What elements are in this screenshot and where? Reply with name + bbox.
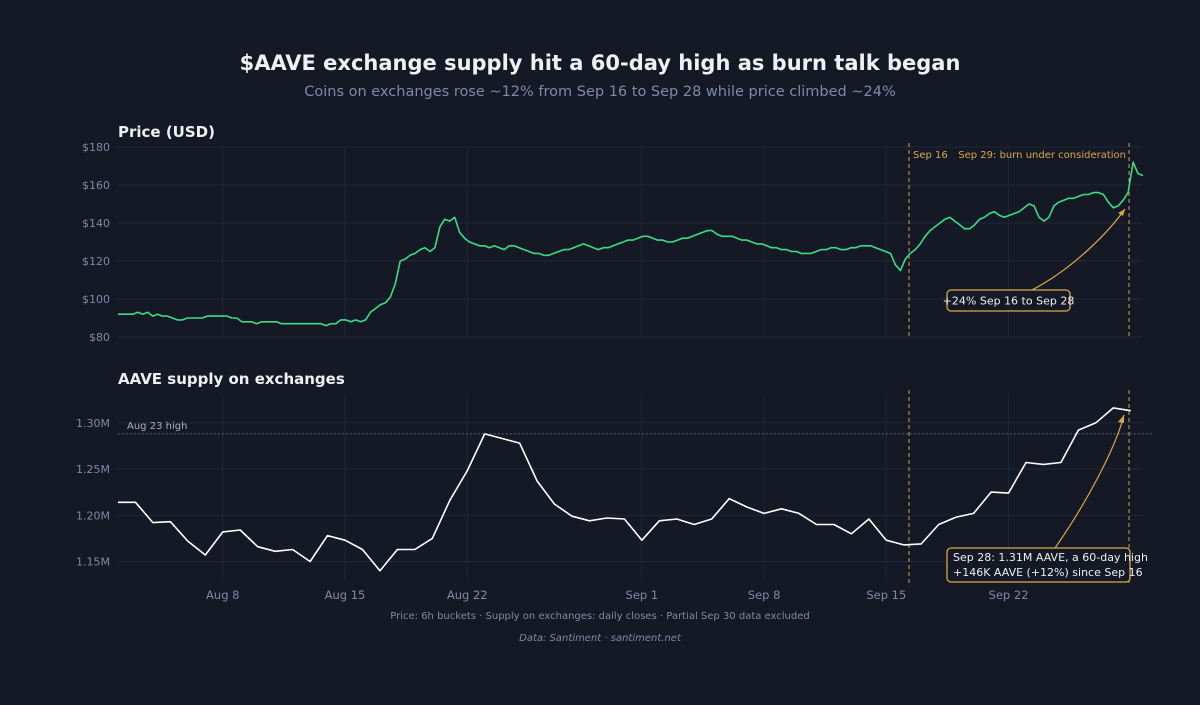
- chart-title: $AAVE exchange supply hit a 60-day high …: [240, 51, 961, 75]
- price-y-tick: $180: [82, 141, 110, 154]
- supply-annotation-box: [946, 547, 1131, 583]
- event-label-burn: Sep 29: burn under consideration: [958, 150, 1126, 161]
- price-y-tick: $160: [82, 179, 110, 192]
- price-y-tick: $140: [82, 217, 110, 230]
- supply-series: [118, 407, 1131, 572]
- price-y-tick: $100: [82, 293, 110, 306]
- price-annotation-arrowhead: [1118, 209, 1125, 216]
- supply-annotation-arrowhead: [1118, 415, 1124, 423]
- supply-panel-title: AAVE supply on exchanges: [118, 370, 345, 388]
- x-tick: Aug 8: [206, 588, 239, 602]
- price-panel: Price (USD) $80 $100 $120 $140 $160 $180 Sep …: [82, 123, 1144, 344]
- x-tick: Sep 22: [989, 588, 1029, 602]
- supply-reference-line: Aug 23 high: [118, 421, 1152, 435]
- price-annotation: +24% Sep 16 to Sep 28: [943, 208, 1126, 312]
- price-event-markers: Sep 16 Sep 29: burn under consideration: [908, 143, 1130, 337]
- supply-line: [118, 407, 1131, 572]
- price-y-tick: $120: [82, 255, 110, 268]
- supply-y-tick: 1.25M: [76, 463, 110, 476]
- footer-source: Data: Santiment · santiment.net: [519, 633, 682, 644]
- price-series: [118, 161, 1144, 327]
- supply-y-tick: 1.20M: [76, 509, 110, 522]
- supply-annotation-line2: +146K AAVE (+12%) since Sep 16: [953, 566, 1143, 579]
- price-annotation-label: +24% Sep 16 to Sep 28: [943, 295, 1075, 308]
- price-annotation-arrow: [1029, 208, 1126, 292]
- event-label-sep16: Sep 16: [913, 150, 948, 161]
- price-line: [118, 161, 1144, 327]
- x-tick: Sep 8: [748, 588, 781, 602]
- footer-note: Price: 6h buckets · Supply on exchanges:…: [390, 611, 809, 622]
- chart-subtitle: Coins on exchanges rose ~12% from Sep 16…: [304, 84, 895, 100]
- supply-annotation: Sep 28: 1.31M AAVE, a 60-day high +146K …: [946, 414, 1148, 583]
- supply-y-axis: 1.15M 1.20M 1.25M 1.30M: [76, 417, 110, 569]
- x-tick: Sep 1: [626, 588, 659, 602]
- supply-annotation-arrow: [1054, 414, 1125, 549]
- x-tick: Aug 22: [447, 588, 488, 602]
- x-tick: Sep 15: [866, 588, 906, 602]
- price-y-tick: $80: [89, 331, 110, 344]
- aug23-high-label: Aug 23 high: [127, 421, 187, 432]
- supply-panel: AAVE supply on exchanges 1.15M 1.20M 1.25M…: [76, 370, 1152, 583]
- x-axis: Aug 8 Aug 15 Aug 22 Sep 1 Sep 8 Sep 15 Sep 22: [206, 588, 1028, 602]
- supply-annotation-line1: Sep 28: 1.31M AAVE, a 60-day high: [953, 551, 1148, 564]
- x-tick: Aug 15: [325, 588, 366, 602]
- price-gridlines: [118, 146, 1143, 338]
- price-annotation-box: [946, 289, 1071, 312]
- price-panel-title: Price (USD): [118, 123, 215, 141]
- price-y-axis: $80 $100 $120 $140 $160 $180: [82, 141, 110, 344]
- supply-y-tick: 1.15M: [76, 556, 110, 569]
- supply-y-tick: 1.30M: [76, 417, 110, 430]
